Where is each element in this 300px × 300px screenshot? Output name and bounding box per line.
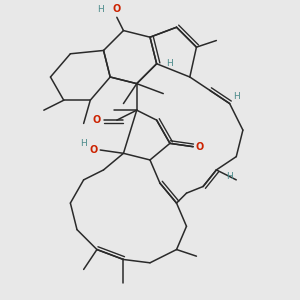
Text: H: H bbox=[80, 139, 87, 148]
Text: H: H bbox=[167, 59, 173, 68]
Text: O: O bbox=[93, 115, 101, 125]
Text: O: O bbox=[196, 142, 204, 152]
Text: O: O bbox=[113, 4, 121, 14]
Text: H: H bbox=[97, 5, 104, 14]
Text: O: O bbox=[89, 145, 98, 155]
Text: H: H bbox=[233, 92, 240, 101]
Text: H: H bbox=[226, 172, 233, 181]
